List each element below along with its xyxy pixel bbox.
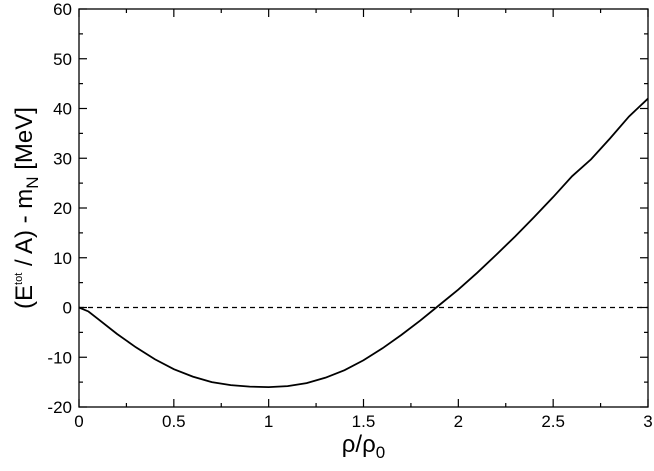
y-tick-label: 10 xyxy=(53,249,72,268)
y-tick-label: 50 xyxy=(53,50,72,69)
tick-labels: 0 0.5 1 1.5 2 2.5 3 -20 -10 0 10 20 30 40 50 60 xyxy=(47,0,652,431)
x-tick-label: 2.5 xyxy=(541,412,565,431)
x-tick-label: 1 xyxy=(264,412,273,431)
y-axis-title-unit: [MeV] xyxy=(11,107,38,176)
y-tick-label: 40 xyxy=(53,100,72,119)
y-tick-label: 0 xyxy=(63,299,72,318)
ticks-layer xyxy=(78,8,649,408)
x-tick-label: 2 xyxy=(454,412,463,431)
y-axis-title-sup: tot xyxy=(13,273,25,285)
x-tick-label: 0.5 xyxy=(162,412,186,431)
x-axis-title: ρ/ρ0 xyxy=(342,431,385,462)
x-tick-label: 0 xyxy=(74,412,83,431)
y-axis-title-sub: N xyxy=(23,176,42,188)
energy-curve xyxy=(78,97,649,389)
y-tick-label: 20 xyxy=(53,199,72,218)
y-tick-label: -20 xyxy=(47,398,72,417)
y-tick-label: 30 xyxy=(53,149,72,168)
x-tick-label: 3 xyxy=(643,412,652,431)
y-axis-title: (Etot / A) - mN [MeV] xyxy=(11,107,42,309)
y-axis-title-open: (E xyxy=(11,285,38,309)
y-axis-title-mid: / A) - m xyxy=(11,189,38,273)
series-layer xyxy=(78,97,649,389)
x-axis-title-sub: 0 xyxy=(376,443,385,462)
x-tick-label: 1.5 xyxy=(352,412,376,431)
y-tick-label: -10 xyxy=(47,348,72,367)
x-axis-title-base: ρ/ρ xyxy=(342,431,376,458)
plot-frame xyxy=(78,8,649,408)
y-tick-label: 60 xyxy=(53,0,72,19)
